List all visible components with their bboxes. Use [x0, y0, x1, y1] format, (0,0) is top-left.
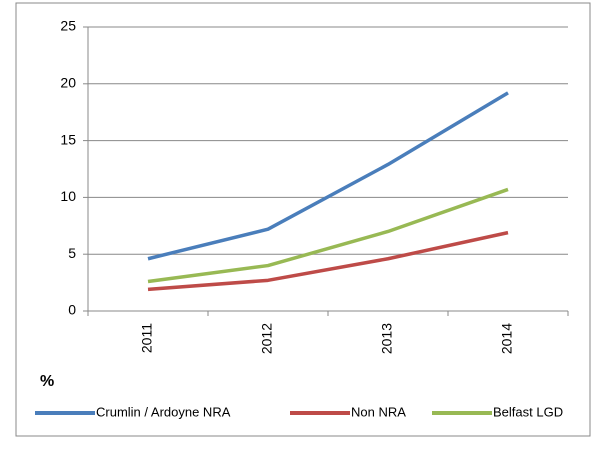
legend-label: Crumlin / Ardoyne NRA [96, 404, 231, 419]
y-tick-label: 15 [60, 131, 76, 147]
chart-frame [15, 2, 591, 437]
x-tick-label: 2014 [499, 323, 515, 354]
series-line [147, 187, 509, 284]
y-tick-label: 20 [60, 75, 76, 91]
y-tick-label: 25 [60, 18, 76, 34]
series-line [147, 91, 509, 261]
y-tick-label: 0 [68, 302, 76, 318]
x-tick-label: 2012 [259, 323, 275, 354]
legend-label: Non NRA [351, 404, 406, 419]
legend-label: Belfast LGD [493, 404, 563, 419]
series-line [147, 230, 509, 292]
y-tick-label: 5 [68, 245, 76, 261]
y-axis-label: % [40, 373, 54, 390]
x-tick-label: 2013 [379, 323, 395, 354]
x-tick-label: 2011 [139, 323, 155, 353]
y-tick-label: 10 [60, 188, 76, 204]
